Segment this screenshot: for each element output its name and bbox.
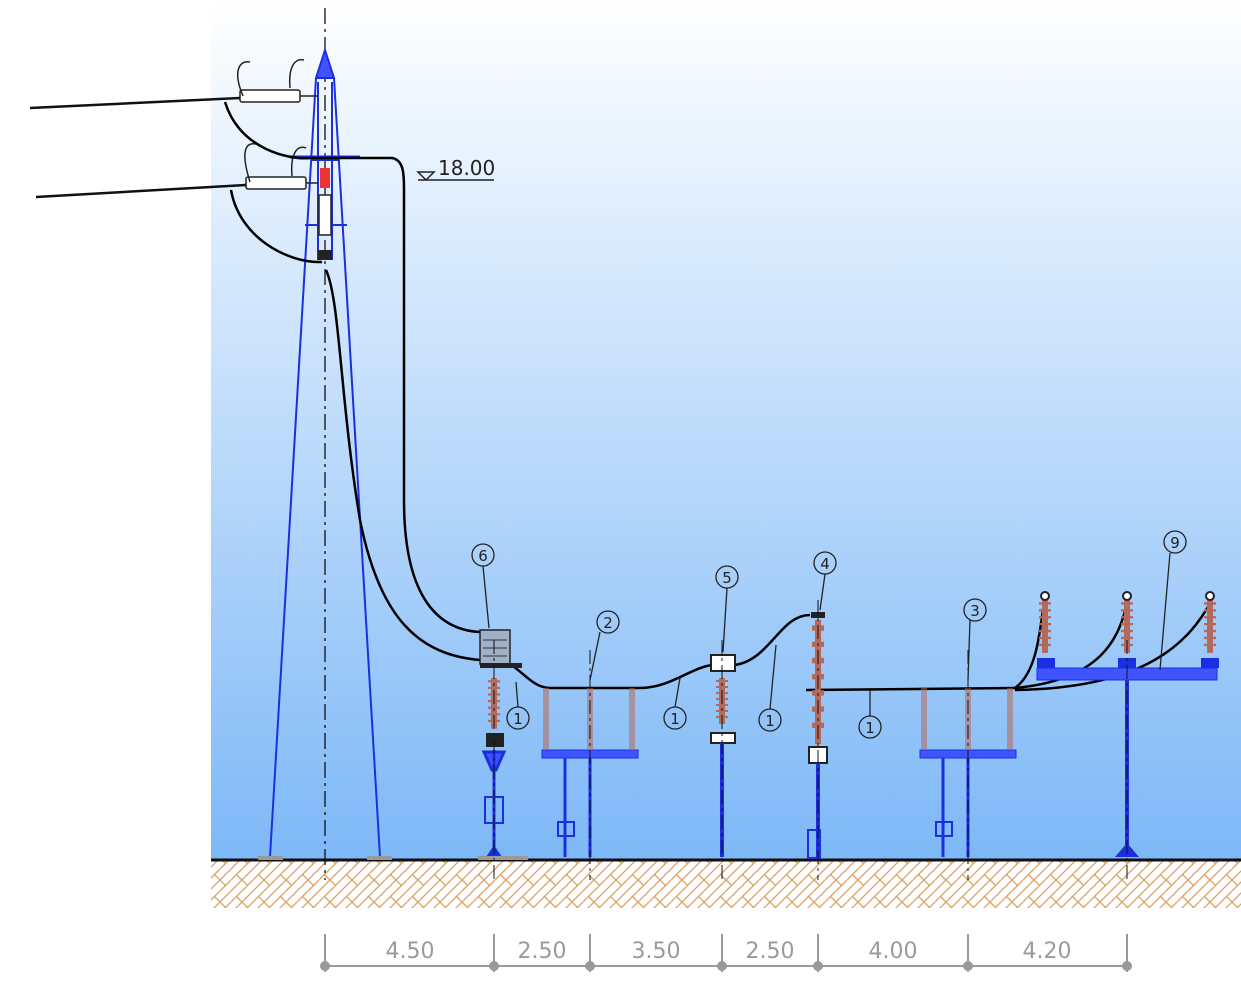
equipment-3-support xyxy=(919,650,1017,880)
dimension-label: 4.20 xyxy=(1023,939,1072,964)
dimension-label: 2.50 xyxy=(518,939,567,964)
equipment-tag: 9 xyxy=(1170,534,1180,552)
line-insulator-strings xyxy=(236,58,318,190)
equipment-tag: 1 xyxy=(513,710,523,728)
equipment-5-support xyxy=(710,640,736,880)
equipment-tag: 1 xyxy=(765,712,775,730)
equipment-6-support xyxy=(478,640,528,880)
conductors xyxy=(223,101,1214,692)
elevation-label: 18.00 xyxy=(438,156,495,180)
equipment-tag: 1 xyxy=(670,710,680,728)
dimension-label: 4.50 xyxy=(386,939,435,964)
equipment-tag: 5 xyxy=(722,569,732,587)
dimension-label: 3.50 xyxy=(632,939,681,964)
equipment-6-box xyxy=(479,629,522,668)
equipment-9-support xyxy=(1036,591,1219,880)
equipment-4-support xyxy=(807,600,828,880)
dimension-label: 2.50 xyxy=(746,939,795,964)
equipment-tag: 3 xyxy=(970,602,980,620)
equipment-tag: 2 xyxy=(603,614,613,632)
equipment-tag: 4 xyxy=(820,555,830,573)
elevation-marker: 18.00 xyxy=(416,156,495,182)
equipment-tag: 1 xyxy=(865,719,875,737)
sky-background xyxy=(211,0,1241,860)
incoming-lines xyxy=(29,96,247,199)
equipment-2-support xyxy=(541,650,639,880)
tower-hardware xyxy=(318,168,332,260)
dimension-label: 4.00 xyxy=(869,939,918,964)
ground-hatch xyxy=(211,860,1241,908)
equipment-tags xyxy=(471,530,1187,739)
equipment-tag: 6 xyxy=(478,547,488,565)
